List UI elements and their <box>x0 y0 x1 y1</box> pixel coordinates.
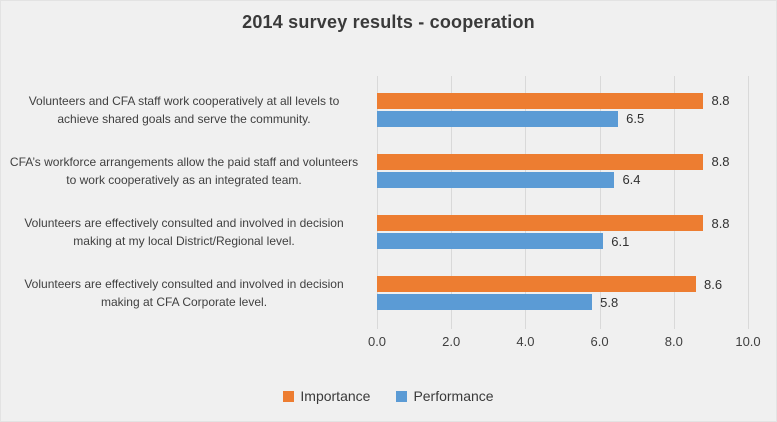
category-label: Volunteers are effectively consulted and… <box>24 216 344 249</box>
plot-area: 8.8 6.5 8.8 6.4 8.8 6.1 <box>377 76 749 329</box>
chart-title: 2014 survey results - cooperation <box>242 12 535 32</box>
legend-label: Importance <box>300 388 371 404</box>
performance-bar <box>377 110 619 127</box>
importance-value-label: 8.6 <box>704 276 723 292</box>
importance-bar <box>377 153 704 170</box>
gridline <box>748 76 749 329</box>
x-tick-label: 10.0 <box>735 334 761 349</box>
performance-swatch-icon <box>396 390 408 402</box>
legend-item-performance: Performance <box>396 388 494 404</box>
bar-group: 8.8 6.5 <box>377 79 748 140</box>
gridline <box>525 76 527 329</box>
bar-group: 8.8 6.4 <box>377 140 748 201</box>
x-tick-label: 6.0 <box>590 334 609 349</box>
performance-value-label: 6.1 <box>611 233 630 249</box>
performance-bar <box>377 294 593 311</box>
gridline <box>377 76 378 329</box>
x-tick-label: 0.0 <box>367 334 387 349</box>
performance-bar <box>377 171 615 188</box>
importance-value-label: 8.8 <box>711 215 730 231</box>
performance-value-label: 6.4 <box>622 172 641 188</box>
category-label: CFA’s workforce arrangements allow the p… <box>9 154 359 187</box>
importance-value-label: 8.8 <box>711 154 730 170</box>
importance-bar <box>377 215 704 232</box>
performance-value-label: 6.5 <box>626 111 645 127</box>
performance-value-label: 5.8 <box>600 294 619 310</box>
gridline <box>451 76 453 329</box>
x-tick-label: 8.0 <box>664 334 683 349</box>
legend-label: Performance <box>413 388 494 404</box>
bar-group: 8.6 5.8 <box>377 263 748 324</box>
legend: Importance Performance <box>1 388 776 404</box>
legend-item-importance: Importance <box>283 388 370 404</box>
gridline <box>673 76 675 329</box>
category-axis: Volunteers and CFA staff work cooperativ… <box>1 79 367 324</box>
performance-bar <box>377 233 604 250</box>
importance-value-label: 8.8 <box>711 93 730 109</box>
gridline <box>599 76 601 329</box>
importance-bar <box>377 92 704 109</box>
importance-swatch-icon <box>283 390 295 402</box>
category-label: Volunteers are effectively consulted and… <box>24 277 344 310</box>
bar-group: 8.8 6.1 <box>377 202 748 263</box>
x-tick-label: 4.0 <box>516 334 535 349</box>
category-label: Volunteers and CFA staff work cooperativ… <box>28 93 340 126</box>
x-tick-label: 2.0 <box>442 334 461 349</box>
importance-bar <box>377 276 697 293</box>
